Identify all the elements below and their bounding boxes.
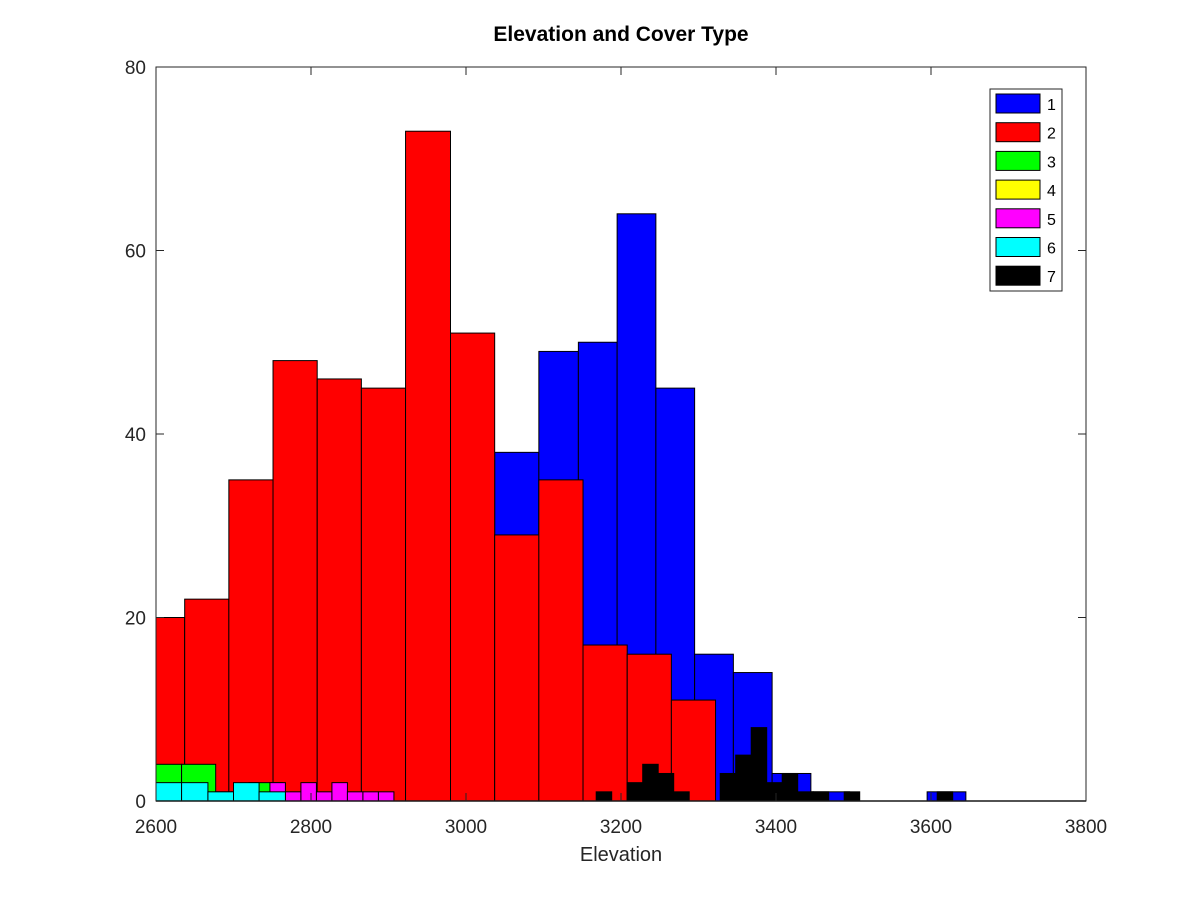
x-tick-label: 2800 [290,817,332,838]
bar-series-5 [346,791,364,802]
legend-swatch [995,93,1041,114]
bar-series-5 [331,782,348,802]
bar-series-6 [207,791,235,802]
x-tick-label: 3000 [445,817,487,838]
x-tick-label: 2600 [135,817,177,838]
bar-series-7 [936,791,954,802]
bar-series-2 [670,699,717,802]
legend-label: 4 [1047,183,1056,200]
series-7-bars [595,727,954,802]
legend-swatch [995,122,1041,143]
bar-series-7 [766,782,783,802]
x-tick-label: 3400 [755,817,797,838]
bar-series-7 [673,791,690,802]
bar-series-5 [300,782,317,802]
x-tick-label: 3600 [910,817,952,838]
y-tick-label: 80 [125,58,146,79]
legend-entry-5: 5 [995,208,1056,229]
legend-label: 2 [1047,126,1056,143]
bar-series-7 [843,791,861,802]
bar-series-2 [360,387,407,802]
legend-label: 6 [1047,241,1056,258]
y-tick-label: 0 [135,792,146,813]
legend-swatch [995,237,1041,257]
legend-swatch [995,179,1041,200]
legend-entry-1: 1 [995,93,1056,114]
bar-series-2 [582,644,628,802]
bar-series-2 [538,479,584,802]
legend-label: 5 [1047,212,1056,229]
legend-swatch [995,150,1041,171]
legend-label: 1 [1047,97,1056,114]
bar-series-2 [272,360,318,802]
bar-series-2 [316,378,362,802]
legend-entry-3: 3 [995,150,1056,171]
ticks-layer [155,66,1087,802]
y-tick-label: 40 [125,425,146,446]
bar-series-7 [750,727,768,802]
legend-label: 3 [1047,154,1056,171]
legend-label: 7 [1047,269,1056,286]
y-tick-label: 60 [125,242,146,263]
y-tick-labels: 0 20 40 60 80 [125,58,146,813]
bar-series-7 [781,772,799,802]
bar-series-5 [377,791,395,802]
bar-series-5 [315,791,333,802]
bar-series-6 [258,791,286,802]
bar-series-5 [362,791,379,802]
legend-swatch [995,265,1041,286]
bar-series-2 [494,534,540,802]
bar-series-7 [657,772,675,802]
bar-series-5 [284,791,302,802]
legend-entry-6: 6 [995,237,1056,258]
x-tick-label: 3800 [1065,817,1107,838]
bar-series-2 [450,332,496,802]
bar-series-7 [797,791,814,802]
bar-series-7 [626,782,644,802]
axes-box [155,66,1087,802]
legend-entry-7: 7 [995,265,1056,286]
x-tick-label: 3200 [600,817,642,838]
legend-items: 1 2 3 4 5 6 7 [995,93,1056,286]
legend-swatch [995,208,1041,229]
bar-series-6 [181,782,209,802]
y-tick-label: 20 [125,609,146,630]
x-axis-label: Elevation [580,844,662,866]
x-tick-labels: 2600 2800 3000 3200 3400 3600 3800 [135,817,1107,838]
legend-entry-2: 2 [995,122,1056,143]
legend: 1 2 3 4 5 6 7 [989,88,1063,292]
bar-series-7 [642,763,659,802]
bar-series-6 [155,782,183,802]
bar-series-2 [405,130,451,802]
bar-series-7 [735,754,752,802]
chart-title: Elevation and Cover Type [493,23,748,46]
bar-series-6 [233,782,260,802]
bar-series-2 [228,479,274,802]
bar-series-7 [812,791,830,802]
bar-series-7 [595,791,613,802]
legend-entry-4: 4 [995,179,1056,200]
bar-series-7 [719,772,737,802]
